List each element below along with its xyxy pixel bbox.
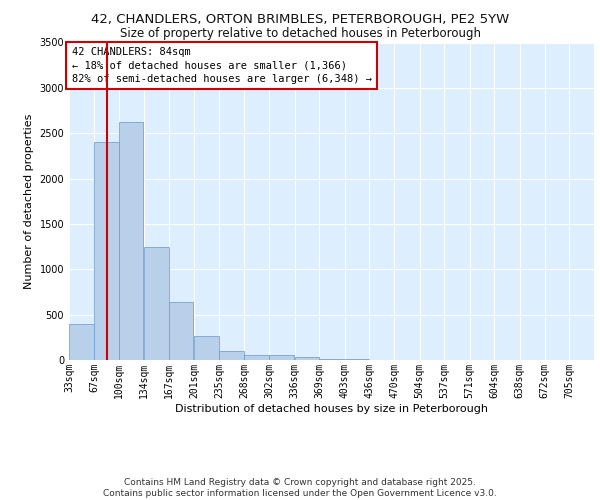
Text: 42 CHANDLERS: 84sqm
← 18% of detached houses are smaller (1,366)
82% of semi-det: 42 CHANDLERS: 84sqm ← 18% of detached ho…: [71, 48, 371, 84]
Bar: [295, 358, 319, 360]
Bar: [94, 142, 119, 360]
Bar: [220, 351, 244, 360]
Bar: [194, 336, 218, 360]
Bar: [169, 302, 193, 360]
Bar: [269, 356, 294, 360]
Text: Size of property relative to detached houses in Peterborough: Size of property relative to detached ho…: [119, 28, 481, 40]
Bar: [144, 246, 169, 360]
Text: 42, CHANDLERS, ORTON BRIMBLES, PETERBOROUGH, PE2 5YW: 42, CHANDLERS, ORTON BRIMBLES, PETERBORO…: [91, 12, 509, 26]
Y-axis label: Number of detached properties: Number of detached properties: [24, 114, 34, 289]
Text: Contains HM Land Registry data © Crown copyright and database right 2025.
Contai: Contains HM Land Registry data © Crown c…: [103, 478, 497, 498]
Bar: [319, 358, 344, 360]
X-axis label: Distribution of detached houses by size in Peterborough: Distribution of detached houses by size …: [175, 404, 488, 413]
Bar: [69, 324, 94, 360]
Bar: [244, 354, 269, 360]
Bar: [119, 122, 143, 360]
